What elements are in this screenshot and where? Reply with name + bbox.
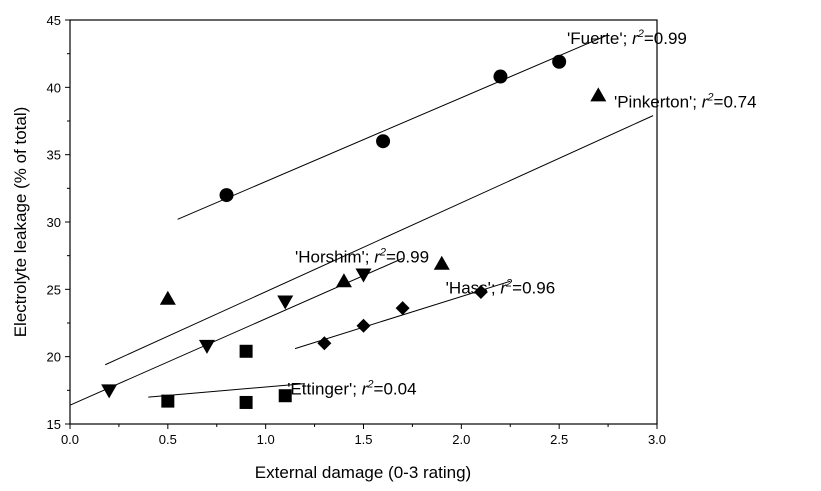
series-label: 'Ettinger'; r2=0.04 — [287, 378, 416, 398]
circle-marker — [552, 54, 567, 69]
data-points — [101, 54, 607, 409]
x-tick-label: 0.0 — [61, 432, 79, 447]
triangle-up-marker — [335, 273, 352, 288]
circle-marker — [376, 134, 391, 149]
y-axis-title: Electrolyte leakage (% of total) — [11, 107, 30, 338]
regression-lines — [69, 34, 654, 406]
y-tick-label: 20 — [47, 350, 61, 365]
x-tick-label: 2.0 — [452, 432, 470, 447]
y-tick-label: 35 — [47, 148, 61, 163]
axis-ticks: 0.0 0.5 1.0 1.5 2.0 2.5 3.0 15 20 25 30 35 40 45 — [47, 13, 667, 447]
x-tick-label: 1.5 — [354, 432, 372, 447]
plot-area-border — [69, 19, 658, 425]
y-tick-label: 40 — [47, 80, 61, 95]
square-marker — [239, 344, 253, 358]
y-tick-label: 25 — [47, 282, 61, 297]
diamond-marker — [395, 301, 410, 316]
x-tick-label: 3.0 — [648, 432, 666, 447]
x-tick-label: 0.5 — [159, 432, 177, 447]
triangle-up-marker — [590, 87, 607, 102]
triangle-down-marker — [198, 339, 215, 354]
circle-marker — [493, 69, 508, 84]
series-label: 'Horshim'; r2=0.99 — [295, 246, 429, 266]
series-label: 'Fuerte'; r2=0.99 — [567, 28, 687, 48]
plot-frame — [69, 19, 658, 425]
y-tick-label: 30 — [47, 215, 61, 230]
square-marker — [278, 389, 292, 403]
triangle-down-marker — [277, 295, 294, 310]
circle-marker — [219, 188, 234, 203]
y-tick-label: 15 — [47, 417, 61, 432]
x-axis-title: External damage (0-3 rating) — [255, 463, 471, 482]
triangle-down-marker — [101, 384, 118, 399]
fit-line — [177, 34, 609, 220]
x-tick-label: 1.0 — [257, 432, 275, 447]
triangle-down-marker — [355, 268, 372, 283]
y-tick-label: 45 — [47, 13, 61, 28]
series-annotations: 'Fuerte'; r2=0.99 'Pinkerton'; r2=0.74 'Ho… — [287, 28, 756, 398]
diamond-marker — [473, 285, 488, 300]
fit-line — [148, 383, 305, 398]
square-marker — [239, 395, 253, 409]
fit-line — [105, 115, 654, 366]
diamond-marker — [356, 318, 371, 333]
series-label: 'Pinkerton'; r2=0.74 — [614, 92, 757, 112]
triangle-up-marker — [159, 290, 176, 305]
triangle-up-marker — [433, 255, 450, 270]
series-label: 'Hass'; r2=0.96 — [446, 277, 556, 297]
x-tick-label: 2.5 — [550, 432, 568, 447]
diamond-marker — [317, 336, 332, 351]
square-marker — [161, 394, 175, 408]
